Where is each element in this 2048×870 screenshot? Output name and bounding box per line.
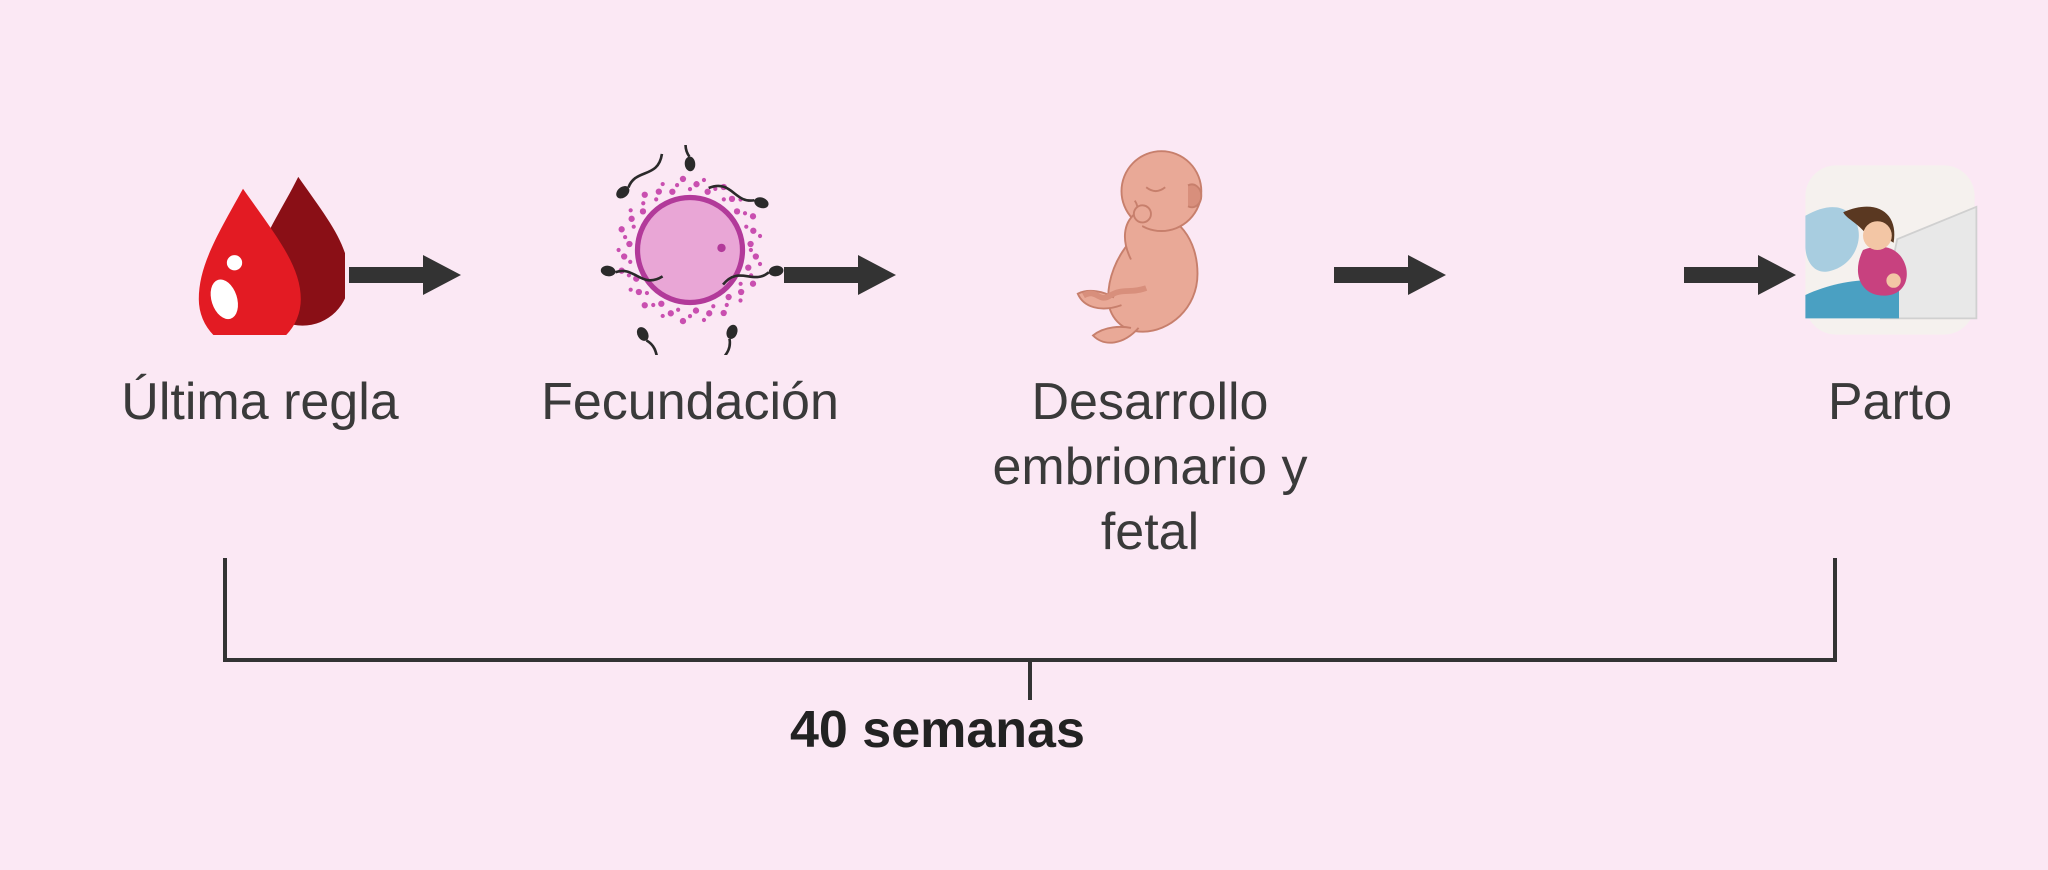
arrow-3-icon (1330, 245, 1450, 305)
stage-label-development: Desarrollo embrionario y fetal (960, 370, 1340, 565)
stage-label-fertilization: Fecundación (541, 370, 839, 435)
blood-drop-icon (150, 140, 370, 360)
birth-icon (1780, 140, 2000, 360)
stage-development: Desarrollo embrionario y fetal (960, 140, 1340, 565)
arrow-4-icon (1680, 245, 1800, 305)
arrow-2-icon (780, 245, 900, 305)
stage-label-last-period: Última regla (121, 370, 398, 435)
arrow-1-icon (345, 245, 465, 305)
diagram-canvas: Última regla Fe (0, 0, 2048, 870)
egg-sperm-icon (580, 140, 800, 360)
duration-label: 40 semanas (790, 700, 1085, 760)
fetus-icon (1040, 140, 1260, 360)
stage-label-birth: Parto (1828, 370, 1952, 435)
